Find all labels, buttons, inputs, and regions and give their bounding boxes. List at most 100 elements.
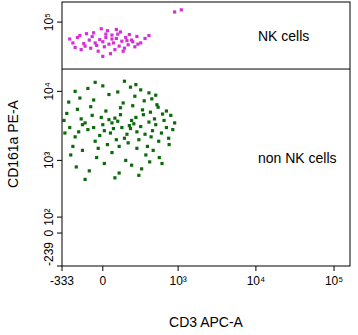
point — [118, 145, 121, 148]
point — [112, 127, 115, 130]
y-tick-label: 10³ — [42, 152, 56, 169]
point — [146, 145, 149, 148]
point — [144, 153, 147, 156]
point — [142, 113, 145, 116]
point — [147, 91, 150, 94]
points — [62, 8, 182, 181]
point — [160, 131, 163, 134]
point — [106, 143, 109, 146]
x-tick-label: 10⁵ — [325, 274, 343, 288]
point — [150, 97, 153, 100]
point — [81, 123, 84, 126]
point — [167, 137, 170, 140]
point — [86, 87, 89, 90]
point — [75, 165, 78, 168]
point — [97, 50, 100, 53]
point — [65, 112, 68, 115]
point — [161, 112, 164, 115]
gate-line — [62, 69, 350, 70]
point — [173, 121, 176, 124]
point — [78, 96, 81, 99]
y-axis-title: CD161a PE-A — [5, 99, 21, 188]
point — [137, 138, 140, 141]
point — [84, 178, 87, 181]
point — [103, 45, 106, 48]
point — [136, 43, 139, 46]
point — [154, 123, 157, 126]
point — [120, 126, 123, 129]
point — [119, 30, 122, 33]
point — [116, 90, 119, 93]
x-axis-title: CD3 APC-A — [169, 314, 244, 330]
point — [165, 126, 168, 129]
region-label: NK cells — [258, 28, 309, 44]
point — [180, 8, 183, 11]
point — [104, 109, 107, 112]
point — [115, 28, 118, 31]
point — [94, 140, 97, 143]
point — [129, 86, 132, 89]
point — [101, 40, 104, 43]
point — [78, 34, 81, 37]
point — [125, 133, 128, 136]
point — [92, 98, 95, 101]
point — [115, 37, 118, 40]
point — [112, 41, 115, 44]
point — [113, 117, 116, 120]
plot-frame — [62, 2, 350, 266]
point — [124, 159, 127, 162]
point — [123, 47, 126, 50]
point — [101, 123, 104, 126]
point — [107, 43, 110, 46]
point — [110, 121, 113, 124]
x-tick — [178, 266, 179, 271]
point — [116, 120, 119, 123]
point — [71, 145, 74, 148]
point — [82, 42, 85, 45]
point — [128, 33, 131, 36]
point — [80, 48, 83, 51]
y-tick — [57, 22, 62, 23]
point — [67, 100, 70, 103]
point — [88, 38, 91, 41]
y-tick — [57, 217, 62, 218]
point — [173, 10, 176, 13]
point — [131, 40, 134, 43]
point — [122, 50, 125, 53]
x-tick — [102, 266, 103, 271]
point — [100, 116, 103, 119]
point — [119, 113, 122, 116]
point — [107, 118, 110, 121]
point — [135, 147, 138, 150]
point — [120, 40, 123, 43]
point — [103, 129, 106, 132]
x-tick-label: 0 — [99, 274, 106, 288]
point — [123, 80, 126, 83]
point — [109, 131, 112, 134]
point — [110, 33, 113, 36]
point — [123, 137, 126, 140]
point — [94, 41, 97, 44]
point — [122, 101, 125, 104]
point — [149, 111, 152, 114]
point — [100, 27, 103, 30]
point — [109, 52, 112, 55]
point — [171, 128, 174, 131]
point — [77, 130, 80, 133]
point — [97, 147, 100, 150]
point — [98, 38, 101, 41]
point — [139, 125, 142, 128]
point — [88, 169, 91, 172]
point — [63, 131, 66, 134]
point — [134, 116, 137, 119]
y-tick — [57, 266, 62, 267]
point — [135, 35, 138, 38]
x-tick — [255, 266, 256, 271]
point — [106, 29, 109, 32]
point — [152, 149, 155, 152]
point — [147, 120, 150, 123]
point — [101, 84, 104, 87]
point — [118, 45, 121, 48]
point — [74, 135, 77, 138]
x-tick-label: -333 — [50, 274, 74, 288]
